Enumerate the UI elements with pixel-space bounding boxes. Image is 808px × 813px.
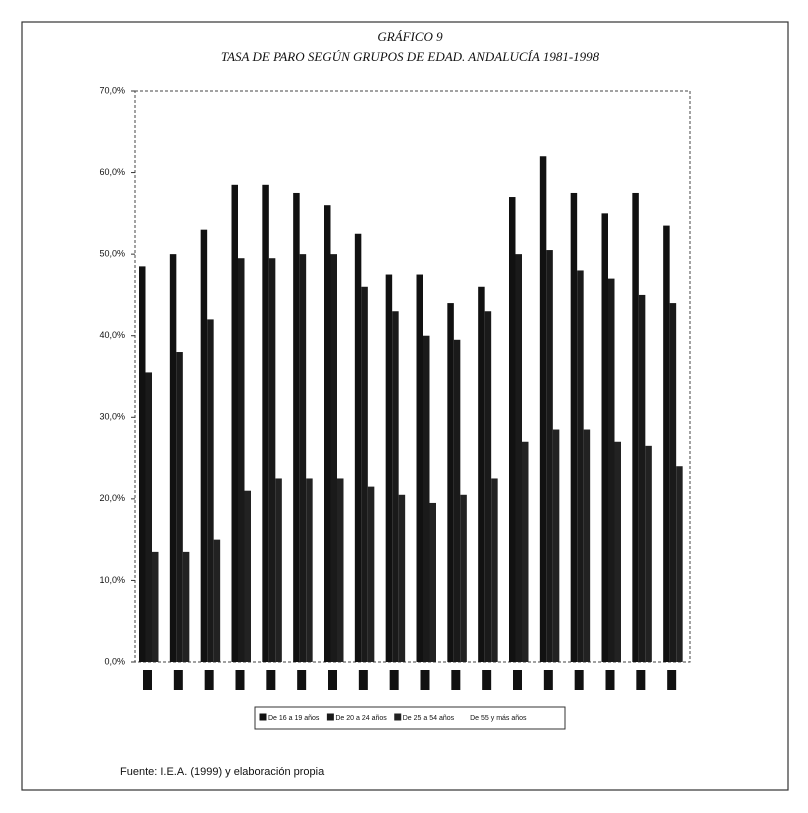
bar <box>614 441 621 662</box>
bar <box>337 478 344 662</box>
bar <box>275 478 282 662</box>
bar <box>392 311 399 662</box>
bar <box>570 192 578 662</box>
bar <box>663 225 670 663</box>
bar <box>453 339 461 662</box>
legend-swatch <box>259 713 267 721</box>
legend-box <box>254 706 566 730</box>
bar <box>293 192 300 662</box>
x-label-blot <box>204 670 214 690</box>
legend-swatch <box>394 713 402 721</box>
x-label-blot <box>389 670 399 690</box>
y-tick-label: 30,0% <box>99 412 125 422</box>
legend-label: De 16 a 19 años <box>268 715 320 722</box>
bar <box>200 229 208 662</box>
bar <box>491 478 498 662</box>
bar <box>176 352 183 662</box>
bar <box>577 270 584 662</box>
y-tick-label: 40,0% <box>99 330 125 340</box>
legend-swatch <box>462 714 469 720</box>
legend-label: De 55 y más años <box>470 715 527 722</box>
bar <box>484 311 492 662</box>
y-tick-label: 20,0% <box>99 493 125 503</box>
y-tick-label: 10,0% <box>99 575 125 585</box>
bar <box>676 466 683 662</box>
x-label-blot <box>543 670 553 690</box>
bar <box>152 551 159 662</box>
x-label-blot <box>513 670 522 690</box>
bar <box>447 303 454 662</box>
bar <box>182 551 190 662</box>
x-label-blot <box>266 670 276 690</box>
bar <box>429 502 436 662</box>
bar <box>632 192 639 662</box>
x-label-blot <box>667 670 677 690</box>
bar <box>354 233 362 662</box>
x-label-blot <box>451 670 461 690</box>
x-label-blot <box>143 670 152 690</box>
x-label-blot <box>636 670 646 690</box>
bar <box>299 254 307 662</box>
bar <box>645 445 652 662</box>
frame <box>21 21 789 791</box>
bar <box>583 429 591 662</box>
bar <box>145 372 152 662</box>
bar <box>213 539 221 662</box>
y-tick-label: 60,0% <box>99 167 125 177</box>
bar <box>330 254 337 662</box>
bar <box>416 274 423 662</box>
y-tick-label: 70,0% <box>99 85 125 95</box>
y-tick-label: 50,0% <box>99 249 125 259</box>
bar <box>398 494 406 662</box>
bar <box>423 335 430 662</box>
bar <box>262 184 269 663</box>
x-label-blot <box>235 670 245 690</box>
bar <box>478 286 485 662</box>
x-label-blot <box>574 670 584 690</box>
bar <box>638 294 646 662</box>
bar <box>367 486 375 662</box>
bar <box>169 254 177 662</box>
x-label-blot <box>482 670 492 690</box>
x-label-blot <box>420 670 430 690</box>
bar <box>608 278 615 662</box>
chart-title: GRÁFICO 9 <box>377 29 443 44</box>
chart-subtitle: TASA DE PARO SEGÚN GRUPOS DE EDAD. ANDAL… <box>221 49 600 64</box>
legend-label: De 20 a 24 años <box>335 715 387 722</box>
bar <box>361 286 368 662</box>
legend-swatch <box>326 713 334 721</box>
x-label-blot <box>297 670 307 690</box>
bar <box>460 494 467 662</box>
bar <box>244 490 251 662</box>
x-label-blot <box>328 670 337 690</box>
bar <box>515 254 522 662</box>
bar <box>669 303 677 662</box>
bar <box>539 156 547 662</box>
bar <box>139 266 146 662</box>
x-label-blot <box>358 670 368 690</box>
bar <box>238 258 245 662</box>
legend-label: De 25 a 54 años <box>403 715 455 722</box>
bar <box>231 184 238 663</box>
bar <box>385 274 393 662</box>
bar <box>268 258 276 662</box>
plot-frame <box>134 90 691 663</box>
x-label-blot <box>173 670 183 690</box>
x-label-blot <box>605 670 615 690</box>
bar <box>324 205 331 662</box>
bar <box>546 250 553 663</box>
y-tick-label: 0,0% <box>104 656 125 666</box>
bar <box>306 478 313 662</box>
bar <box>522 441 529 662</box>
bar <box>552 429 560 662</box>
bar <box>601 213 608 662</box>
bar <box>207 319 214 662</box>
bar <box>509 197 516 663</box>
source-note: Fuente: I.E.A. (1999) y elaboración prop… <box>120 766 325 778</box>
